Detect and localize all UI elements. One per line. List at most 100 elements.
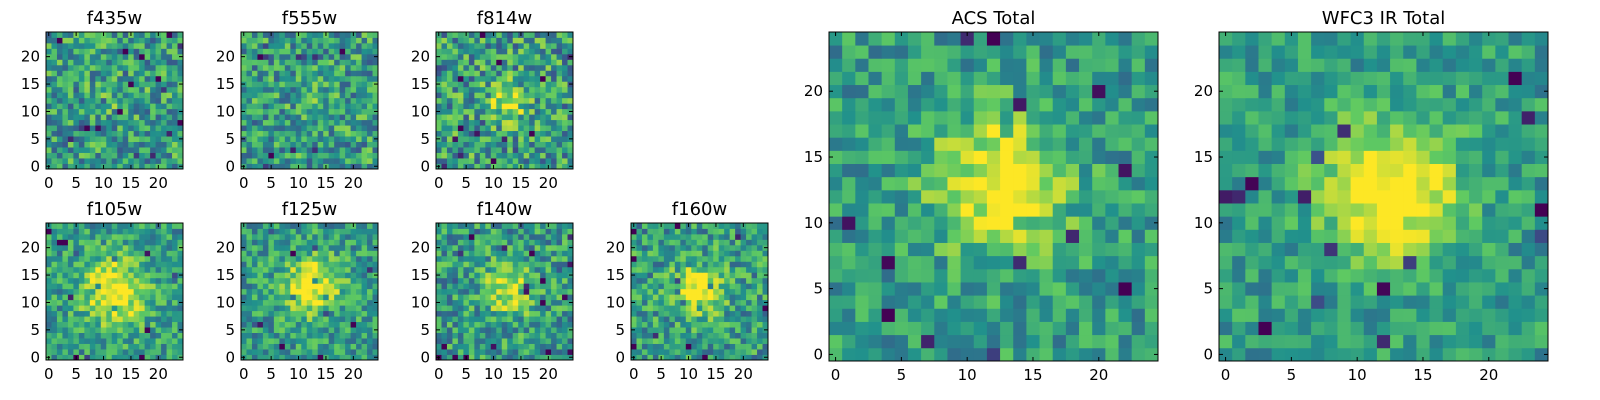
heatmap-cell [501,272,508,279]
heatmap-cell [262,141,269,148]
heatmap-cell [78,321,85,328]
heatmap-cell [829,203,843,217]
heatmap-cell [551,294,557,301]
heatmap-cell [356,147,362,153]
heatmap-cell [921,347,935,362]
heatmap-cell [328,119,335,126]
heatmap-cell [73,277,80,284]
heatmap-cell [501,103,508,110]
heatmap-cell [501,321,508,328]
heatmap-cell [669,277,676,284]
heatmap-cell [691,277,698,284]
heatmap-cell [724,299,731,306]
heatmap-cell [89,152,96,159]
heatmap-cell [746,288,752,295]
heatmap-cell [540,59,546,66]
heatmap-cell [740,332,747,339]
heatmap-cell [463,103,470,110]
heatmap-cell [128,108,135,115]
heatmap-cell [257,354,264,361]
heatmap-cell [166,233,173,240]
heatmap-cell [534,244,541,251]
heatmap-cell [117,321,124,328]
heatmap-cell [680,343,687,350]
heatmap-cell [350,228,357,235]
heatmap-cell [540,277,546,284]
heatmap-cell [139,48,146,55]
heatmap-cell [746,223,752,229]
heatmap-cell [139,233,146,240]
heatmap-cell [1092,268,1106,283]
heatmap-cell [367,239,373,246]
heatmap-cell [172,228,178,235]
heatmap-cell [1079,268,1093,283]
heatmap-cell [468,42,475,49]
heatmap-cell [73,103,80,110]
heatmap-cell [95,244,102,251]
heatmap-cell [100,321,107,328]
heatmap-cell [279,255,286,262]
heatmap-cell [1105,321,1119,336]
y-tick-label: 10 [216,102,235,120]
heatmap-cell [551,266,557,273]
heatmap-cell [317,125,324,132]
heatmap-cell [251,283,258,290]
heatmap-cell [529,261,536,268]
heatmap-cell [501,239,508,246]
heatmap-cell [241,261,247,268]
heatmap-cell [334,354,341,361]
heatmap-cell [67,277,74,284]
heatmap-cell [284,103,291,110]
heatmap-cell [540,327,546,333]
heatmap-cell [1079,255,1093,270]
heatmap-cell [507,332,514,339]
heatmap-cell [312,294,319,301]
heatmap-cell [545,305,552,312]
heatmap-cell [529,75,536,82]
heatmap-cell [361,163,368,170]
heatmap-cell [328,92,335,99]
heatmap-cell [46,86,52,93]
heatmap-cell [842,268,856,283]
heatmap-cell [241,152,247,159]
heatmap-cell [345,119,351,126]
heatmap-cell [290,75,297,82]
heatmap-cell [441,119,448,126]
heatmap-cell [284,75,291,82]
heatmap-cell [696,349,703,355]
y-tick-label: 10 [606,293,625,311]
heatmap-cell [441,48,448,55]
heatmap-cell [746,305,752,312]
heatmap-cell [172,114,178,121]
heatmap-cell [150,75,156,82]
heatmap-cell [1013,308,1027,322]
heatmap-cell [84,272,91,279]
heatmap-cell [345,327,351,333]
heatmap-cell [100,81,107,88]
heatmap-cell [177,321,184,328]
heatmap-cell [960,176,975,191]
heatmap-cell [284,147,291,153]
heatmap-cell [251,310,258,317]
heatmap-cell [361,42,368,49]
heatmap-cell [562,299,568,306]
heatmap-cell [986,334,1001,349]
heatmap-cell [457,316,464,323]
heatmap-cell [56,92,63,99]
heatmap-cell [463,64,470,71]
heatmap-cell [652,277,659,284]
heatmap-cell [361,108,368,115]
heatmap-cell [279,147,286,153]
heatmap-cell [490,53,497,60]
heatmap-cell [518,141,525,148]
heatmap-cell [312,321,319,328]
heatmap-cell [702,299,709,306]
heatmap-cell [301,272,308,279]
heatmap-cell [567,158,574,164]
heatmap-cell [284,42,291,49]
heatmap-cell [100,244,107,251]
heatmap-cell [485,321,492,328]
heatmap-cell [523,239,530,246]
heatmap-cell [356,103,362,110]
heatmap-cell [106,288,113,295]
